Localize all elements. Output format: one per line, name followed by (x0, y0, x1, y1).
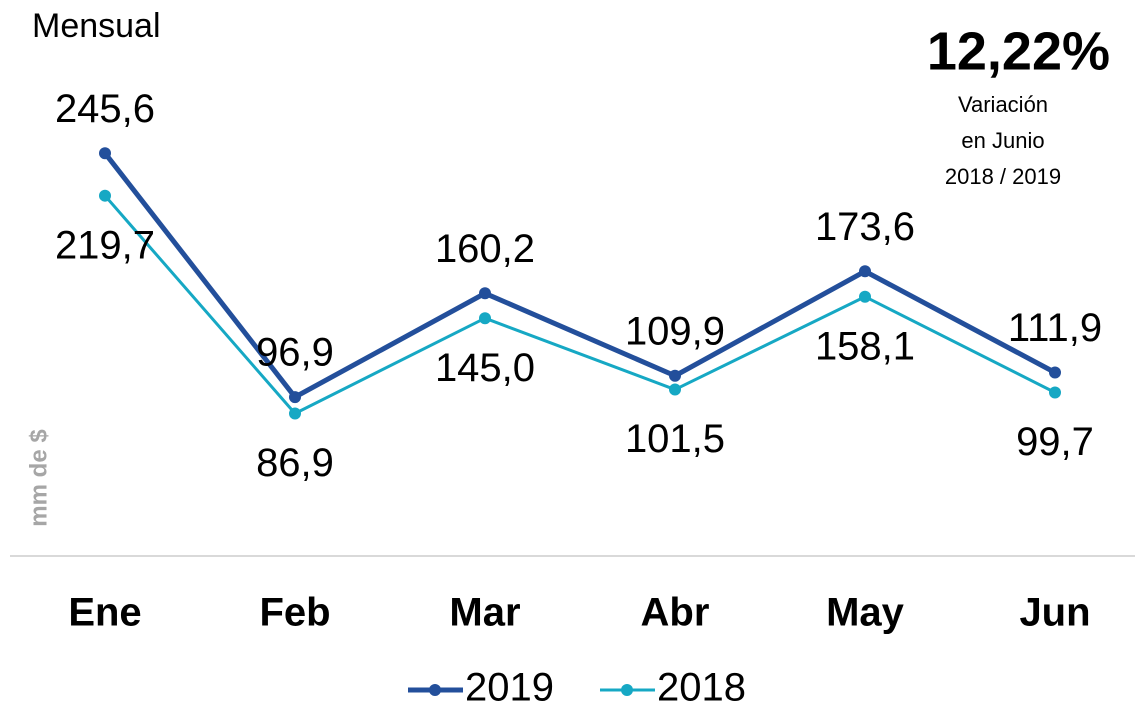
data-label: 145,0 (435, 346, 535, 390)
line (103, 151, 1057, 400)
y-axis-label: mm de $ (25, 429, 52, 527)
x-tick-label: Ene (68, 591, 141, 635)
data-label: 101,5 (625, 417, 725, 461)
legend-label: 2019 (465, 666, 554, 710)
x-tick-label: Mar (449, 591, 520, 635)
data-label: 219,7 (55, 223, 155, 267)
data-label: 99,7 (1016, 420, 1094, 464)
marker (669, 369, 681, 382)
marker (99, 189, 111, 202)
x-tick-label: Feb (259, 591, 330, 635)
marker (669, 383, 681, 396)
legend-marker (621, 684, 633, 696)
marker (859, 290, 871, 303)
marker (99, 147, 111, 160)
x-tick-label: Abr (641, 591, 710, 635)
data-label: 160,2 (435, 227, 535, 271)
data-label: 158,1 (815, 324, 915, 368)
legend-label: 2018 (657, 666, 746, 710)
marker (859, 265, 871, 278)
data-label: 245,6 (55, 87, 155, 131)
annotation-value: 12,22% (927, 21, 1110, 81)
marker (479, 312, 491, 325)
data-label: 173,6 (815, 205, 915, 249)
marker (289, 391, 301, 404)
data-label: 96,9 (256, 331, 334, 375)
line (103, 194, 1056, 415)
data-label: 86,9 (256, 441, 334, 485)
marker (289, 407, 301, 420)
annotation-line: 2018 / 2019 (945, 164, 1061, 189)
marker (1049, 366, 1061, 379)
marker (1049, 386, 1061, 399)
x-tick-label: Jun (1019, 591, 1090, 635)
chart-title: Mensual (32, 7, 161, 45)
legend-marker (429, 684, 441, 696)
data-label: 111,9 (1008, 306, 1102, 350)
marker (479, 287, 491, 300)
annotation-line: en Junio (961, 128, 1044, 153)
data-label: 109,9 (625, 309, 725, 353)
x-tick-label: May (826, 591, 905, 635)
annotation-line: Variación (958, 92, 1048, 117)
